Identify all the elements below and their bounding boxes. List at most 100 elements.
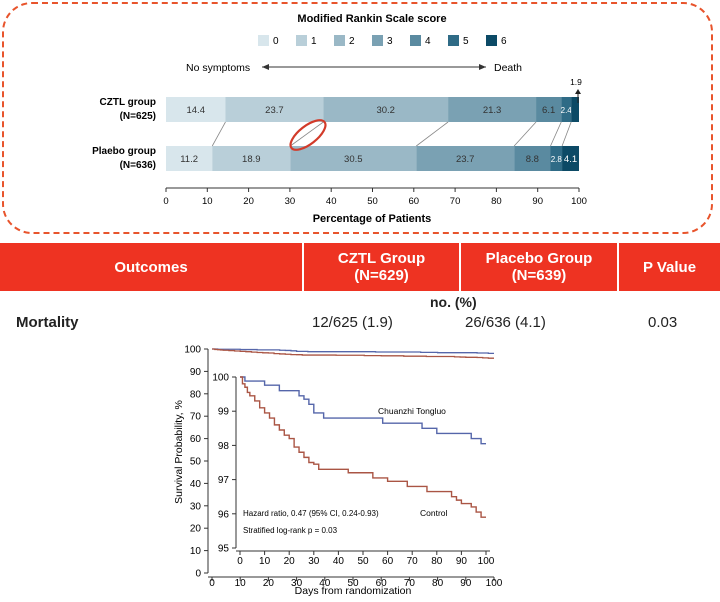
- legend-swatch-2: [334, 35, 345, 46]
- bar-segment: [550, 146, 563, 171]
- category-n-label: (N=636): [120, 160, 156, 171]
- inset-x-tick-label: 20: [284, 556, 296, 567]
- rankin-tick-label: 50: [367, 196, 378, 207]
- inset-x-tick-label: 60: [382, 556, 394, 567]
- mortality-label: Mortality: [16, 314, 79, 331]
- legend-swatch-5: [448, 35, 459, 46]
- death-label: Death: [494, 62, 522, 74]
- category-label: CZTL group: [100, 97, 156, 108]
- inset-x-tick-label: 10: [259, 556, 271, 567]
- legend-label-2: 2: [349, 36, 355, 47]
- inset-x-tick-label: 40: [333, 556, 345, 567]
- outer-y-tick-label: 10: [190, 546, 202, 557]
- rankin-tick-label: 20: [243, 196, 254, 207]
- mortality-pvalue: 0.03: [648, 314, 678, 331]
- legend-label-6: 6: [501, 36, 507, 47]
- header-cztl: CZTL Group (N=629): [304, 243, 461, 291]
- rankin-tick-label: 60: [409, 196, 420, 207]
- outer-x-tick-label: 30: [291, 578, 303, 589]
- header-placebo: Placebo Group (N=639): [461, 243, 619, 291]
- connector-line: [211, 121, 226, 147]
- bar-segment: [290, 146, 417, 171]
- outer-y-tick-label: 90: [190, 367, 202, 378]
- outer-x-tick-label: 0: [209, 578, 215, 589]
- outer-x-tick-label: 70: [404, 578, 416, 589]
- bar-value-label: 2.8: [551, 155, 563, 164]
- outer-x-tick-label: 60: [376, 578, 388, 589]
- hazard-ratio-text: Hazard ratio, 0.47 (95% CI, 0.24-0.93): [243, 509, 379, 518]
- highlight-frame: [2, 2, 713, 234]
- rankin-tick-label: 90: [532, 196, 543, 207]
- rankin-tick-label: 30: [285, 196, 296, 207]
- outer-x-tick-label: 80: [432, 578, 444, 589]
- outer-y-tick-label: 60: [190, 434, 202, 445]
- bar-value-label: 21.3: [483, 105, 502, 116]
- mortality-cztl: 12/625 (1.9): [312, 314, 393, 331]
- blue-series-label: Chuanzhi Tongluo: [378, 406, 446, 416]
- outer-y-tick-label: 20: [190, 524, 202, 535]
- outcomes-table: Outcomes CZTL Group (N=629) Placebo Grou…: [0, 243, 720, 291]
- bar-segment: [166, 146, 213, 171]
- rankin-tick-label: 80: [491, 196, 502, 207]
- rankin-tick-label: 40: [326, 196, 337, 207]
- outer-y-tick-label: 100: [184, 345, 201, 356]
- inset-x-tick-label: 30: [308, 556, 320, 567]
- header-outcomes-label: Outcomes: [114, 258, 188, 276]
- legend-swatch-1: [296, 35, 307, 46]
- rankin-tick-label: 70: [450, 196, 461, 207]
- bar-value-label: 6.1: [542, 105, 555, 116]
- red-series-label: Control: [420, 508, 448, 518]
- outer-survival-line: [212, 348, 494, 359]
- annotation-arrow: [575, 89, 581, 103]
- category-n-label: (N=625): [120, 111, 156, 122]
- bar-value-label: 14.4: [186, 105, 205, 116]
- header-pvalue: P Value: [619, 243, 720, 291]
- inset-survival-line: [240, 376, 486, 518]
- outer-y-tick-label: 50: [190, 457, 202, 468]
- connector-line: [416, 121, 449, 147]
- bar-segment: [536, 97, 562, 122]
- rankin-rows: CZTL group (N=625) 14.4 23.7 30.2 21.3 6.1 2.4 P…: [92, 97, 579, 171]
- legend-label-0: 0: [273, 36, 279, 47]
- death-annotation: 1.9: [570, 77, 582, 87]
- inset-x-tick-label: 70: [407, 556, 419, 567]
- inset-survival-line: [240, 376, 486, 445]
- bar-segment: [212, 146, 291, 171]
- connector-line: [561, 121, 572, 147]
- connector-line: [513, 121, 537, 147]
- bar-segment: [562, 146, 579, 171]
- inset-y-tick-label: 100: [212, 373, 229, 384]
- header-outcomes: Outcomes: [0, 243, 304, 291]
- legend-swatch-0: [258, 35, 269, 46]
- inset-x-tick-label: 100: [478, 556, 495, 567]
- bar-segment: [561, 97, 572, 122]
- outer-x-tick-label: 20: [263, 578, 275, 589]
- bar-value-label: 23.7: [456, 154, 475, 165]
- bar-value-label: 11.2: [180, 154, 198, 165]
- inset-y-tick-label: 97: [218, 475, 230, 486]
- inset-y-tick-label: 98: [218, 441, 230, 452]
- bar-value-label: 30.5: [344, 154, 363, 165]
- connector-line: [550, 121, 562, 147]
- header-cztl-label: CZTL Group: [337, 250, 426, 267]
- bar-value-label: 8.8: [526, 154, 539, 165]
- legend-label-1: 1: [311, 36, 317, 47]
- mortality-placebo: 26/636 (4.1): [465, 314, 546, 331]
- inset-x-tick-label: 0: [237, 556, 243, 567]
- rankin-x-label: Percentage of Patients: [313, 213, 432, 225]
- bar-segment: [448, 97, 537, 122]
- outer-x-tick-label: 10: [235, 578, 247, 589]
- inset-y-tick-label: 99: [218, 407, 230, 418]
- bar-segment: [166, 97, 226, 122]
- rankin-legend: 0 1 2 3 4 5 6: [258, 35, 507, 47]
- bar-value-label: 23.7: [265, 105, 284, 116]
- bar-segment: [225, 97, 324, 122]
- legend-swatch-4: [410, 35, 421, 46]
- rankin-tick-label: 100: [571, 196, 587, 207]
- outer-y-tick-label: 70: [190, 412, 202, 423]
- survival-x-label: Days from randomization: [295, 585, 412, 597]
- category-label: Plaebo group: [92, 146, 156, 157]
- bar-segment: [323, 97, 449, 122]
